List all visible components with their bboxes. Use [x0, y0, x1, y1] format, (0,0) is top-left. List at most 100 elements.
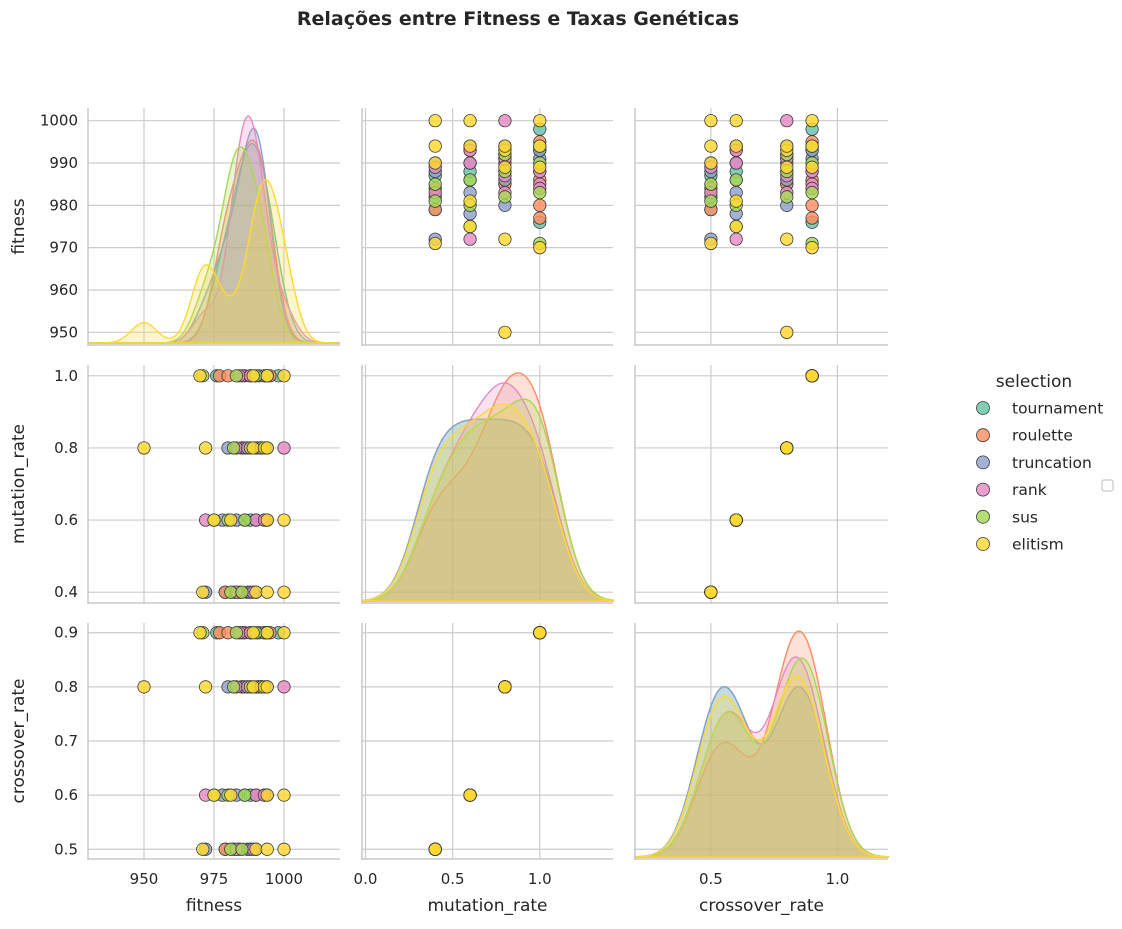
point-elitism: [463, 788, 477, 802]
point-elitism: [805, 369, 819, 383]
point-roulette: [533, 198, 547, 212]
point-elitism: [428, 114, 442, 128]
y-tick-label: 990: [49, 154, 78, 172]
point-elitism: [193, 369, 207, 383]
point-elitism: [224, 513, 238, 527]
y-tick-label: 950: [49, 323, 78, 341]
x-tick-label: 1000: [265, 870, 303, 888]
point-elitism: [704, 156, 718, 170]
y-tick-label: 980: [49, 196, 78, 214]
point-elitism: [533, 241, 547, 255]
legend-marker: [976, 455, 990, 470]
panel-crossover_rate-vs-mutation_rate: 0.0 0.5 1.0 mutation_rate: [354, 623, 613, 916]
x-axis-label: fitness: [186, 896, 242, 916]
point-sus: [498, 190, 512, 204]
point-rank: [463, 156, 477, 170]
legend-item-roulette: roulette: [976, 427, 1073, 445]
point-rank: [498, 114, 512, 128]
point-elitism: [246, 680, 260, 694]
panel-fitness-vs-mutation_rate: [361, 108, 613, 346]
point-elitism: [246, 369, 260, 383]
legend-item-truncation: truncation: [976, 454, 1092, 472]
point-elitism: [224, 788, 238, 802]
point-elitism: [277, 369, 291, 383]
x-tick-label: 950: [130, 870, 159, 888]
point-elitism: [805, 139, 819, 153]
point-elitism: [533, 626, 547, 640]
point-elitism: [780, 441, 794, 455]
point-elitism: [260, 441, 274, 455]
y-tick-label: 0.8: [54, 439, 78, 457]
legend-item-elitism: elitism: [976, 536, 1064, 554]
point-elitism: [260, 788, 274, 802]
y-tick-label: 960: [49, 281, 78, 299]
point-elitism: [196, 585, 210, 599]
panel-mutation_rate-vs-fitness: 0.4 0.6 0.8 1.0 mutation_rate: [9, 365, 340, 604]
point-sus: [780, 190, 794, 204]
point-elitism: [498, 160, 512, 174]
y-tick-label: 0.8: [54, 678, 78, 696]
x-tick-label: 975: [200, 870, 229, 888]
x-axis-label: crossover_rate: [699, 896, 824, 916]
legend-label: elitism: [1012, 536, 1064, 554]
legend-empty-marker: [1101, 479, 1114, 492]
y-tick-label: 0.5: [54, 840, 78, 858]
point-elitism: [428, 156, 442, 170]
point-elitism: [498, 325, 512, 339]
legend-label: truncation: [1012, 454, 1092, 472]
point-elitism: [463, 219, 477, 234]
point-sus: [533, 186, 547, 200]
point-elitism: [729, 114, 743, 128]
point-elitism: [498, 232, 512, 246]
x-tick-label: 0.5: [441, 870, 465, 888]
point-elitism: [246, 626, 260, 640]
panel-fitness-vs-crossover_rate: [634, 108, 888, 346]
x-tick-label: 0.5: [699, 870, 723, 888]
y-axis-label: fitness: [9, 198, 29, 254]
point-rank: [277, 441, 291, 455]
point-elitism: [277, 585, 291, 599]
point-sus: [704, 194, 718, 208]
point-elitism: [137, 441, 151, 455]
point-sus: [224, 585, 238, 599]
legend-marker: [976, 428, 990, 443]
point-elitism: [729, 194, 743, 208]
point-elitism: [729, 139, 743, 153]
legend: selection tournament roulette truncation ra…: [976, 372, 1114, 554]
panel-mutation_rate-vs-crossover_rate: [634, 365, 888, 604]
y-tick-label: 0.4: [54, 583, 78, 601]
point-elitism: [704, 236, 718, 251]
legend-item-tournament: tournament: [976, 400, 1103, 418]
point-elitism: [249, 585, 263, 599]
point-sus: [805, 186, 819, 200]
point-elitism: [498, 139, 512, 153]
point-rank: [277, 680, 291, 694]
point-elitism: [805, 160, 819, 174]
point-sus: [238, 788, 252, 802]
point-elitism: [729, 513, 743, 527]
point-elitism: [533, 160, 547, 174]
point-elitism: [533, 114, 547, 128]
point-roulette: [805, 198, 819, 212]
point-sus: [235, 842, 249, 856]
point-sus: [729, 173, 743, 187]
x-tick-label: 0.0: [354, 870, 378, 888]
y-tick-label: 0.6: [54, 511, 78, 529]
point-elitism: [260, 680, 274, 694]
point-elitism: [805, 114, 819, 128]
y-tick-label: 0.6: [54, 786, 78, 804]
point-roulette: [805, 211, 819, 225]
point-elitism: [193, 626, 207, 640]
point-elitism: [780, 325, 794, 339]
point-elitism: [260, 369, 274, 383]
panel-fitness-vs-fitness: 950 960 970 980 990 1000 fitness: [9, 108, 341, 346]
legend-title: selection: [996, 372, 1072, 392]
legend-marker: [976, 537, 990, 551]
legend-item-rank: rank: [976, 481, 1047, 499]
panel-mutation_rate-vs-mutation_rate: [361, 365, 614, 604]
kde-elitism: [88, 178, 341, 344]
point-sus: [227, 441, 241, 455]
point-elitism: [428, 139, 442, 153]
point-elitism: [463, 114, 477, 128]
